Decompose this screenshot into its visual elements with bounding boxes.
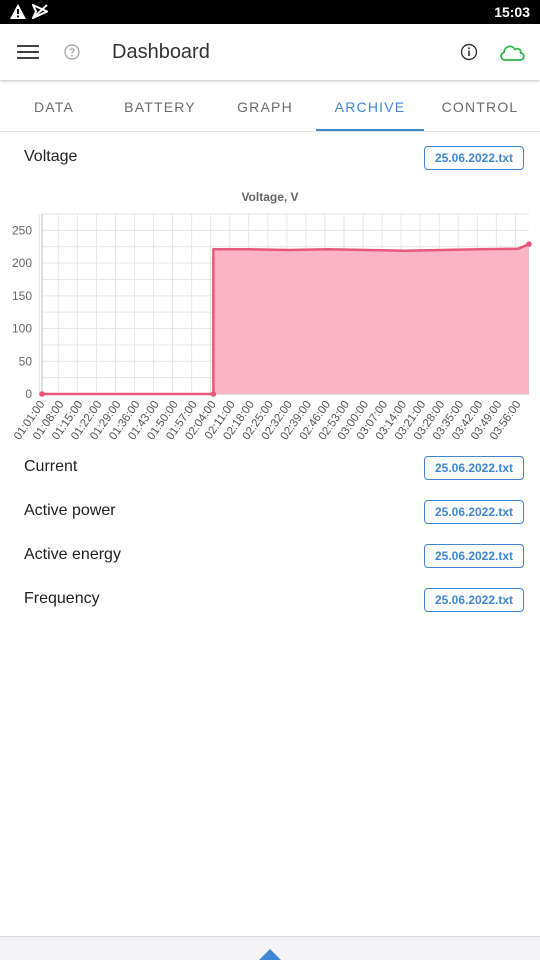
y-tick-label: 100	[12, 322, 32, 336]
page-title: Dashboard	[112, 41, 210, 63]
y-tick-label: 250	[12, 223, 32, 237]
info-icon[interactable]	[460, 43, 478, 61]
archive-row-voltage: Voltage 25.06.2022.txt	[0, 138, 540, 178]
row-label: Current	[24, 458, 78, 475]
signal-off-icon	[32, 4, 48, 19]
row-label: Active energy	[24, 546, 121, 563]
archive-row-current: Current 25.06.2022.txt	[0, 448, 540, 488]
app-bar: Dashboard	[0, 24, 540, 80]
status-bar: 15:03	[0, 0, 540, 24]
tab-graph[interactable]: GRAPH	[237, 99, 293, 115]
status-icons	[10, 4, 48, 19]
archive-row-active-power: Active power 25.06.2022.txt	[0, 492, 540, 532]
warning-icon	[10, 4, 26, 19]
data-point	[526, 241, 532, 247]
file-button[interactable]: 25.06.2022.txt	[424, 588, 524, 612]
archive-row-active-energy: Active energy 25.06.2022.txt	[0, 536, 540, 576]
file-button[interactable]: 25.06.2022.txt	[424, 544, 524, 568]
chart-title: Voltage, V	[241, 190, 298, 204]
y-tick-label: 0	[25, 387, 32, 401]
data-point	[210, 391, 217, 397]
y-tick-label: 200	[12, 256, 32, 270]
tab-archive[interactable]: ARCHIVE	[334, 99, 406, 115]
data-point	[39, 391, 45, 397]
y-tick-label: 150	[12, 289, 32, 303]
menu-icon[interactable]	[17, 42, 39, 62]
tab-data[interactable]: DATA	[33, 99, 75, 115]
tab-indicator	[316, 129, 424, 131]
y-tick-label: 50	[19, 354, 33, 368]
tab-bar: DATA BATTERY GRAPH ARCHIVE CONTROL	[0, 80, 540, 132]
voltage-chart: Voltage, V05010015020025001:01:0001:08:0…	[12, 190, 532, 442]
tab-battery[interactable]: BATTERY	[124, 99, 196, 115]
help-icon[interactable]	[64, 44, 80, 60]
status-time: 15:03	[494, 4, 530, 20]
expand-up-icon[interactable]	[259, 949, 281, 960]
cloud-icon[interactable]	[498, 41, 526, 63]
tab-control[interactable]: CONTROL	[441, 99, 519, 115]
row-label: Frequency	[24, 590, 100, 607]
row-label: Active power	[24, 502, 116, 519]
row-label: Voltage	[24, 148, 78, 165]
bottom-sheet	[0, 936, 540, 960]
file-button[interactable]: 25.06.2022.txt	[424, 146, 524, 170]
file-button[interactable]: 25.06.2022.txt	[424, 456, 524, 480]
archive-row-frequency: Frequency 25.06.2022.txt	[0, 580, 540, 620]
file-button[interactable]: 25.06.2022.txt	[424, 500, 524, 524]
series-area	[42, 244, 529, 394]
